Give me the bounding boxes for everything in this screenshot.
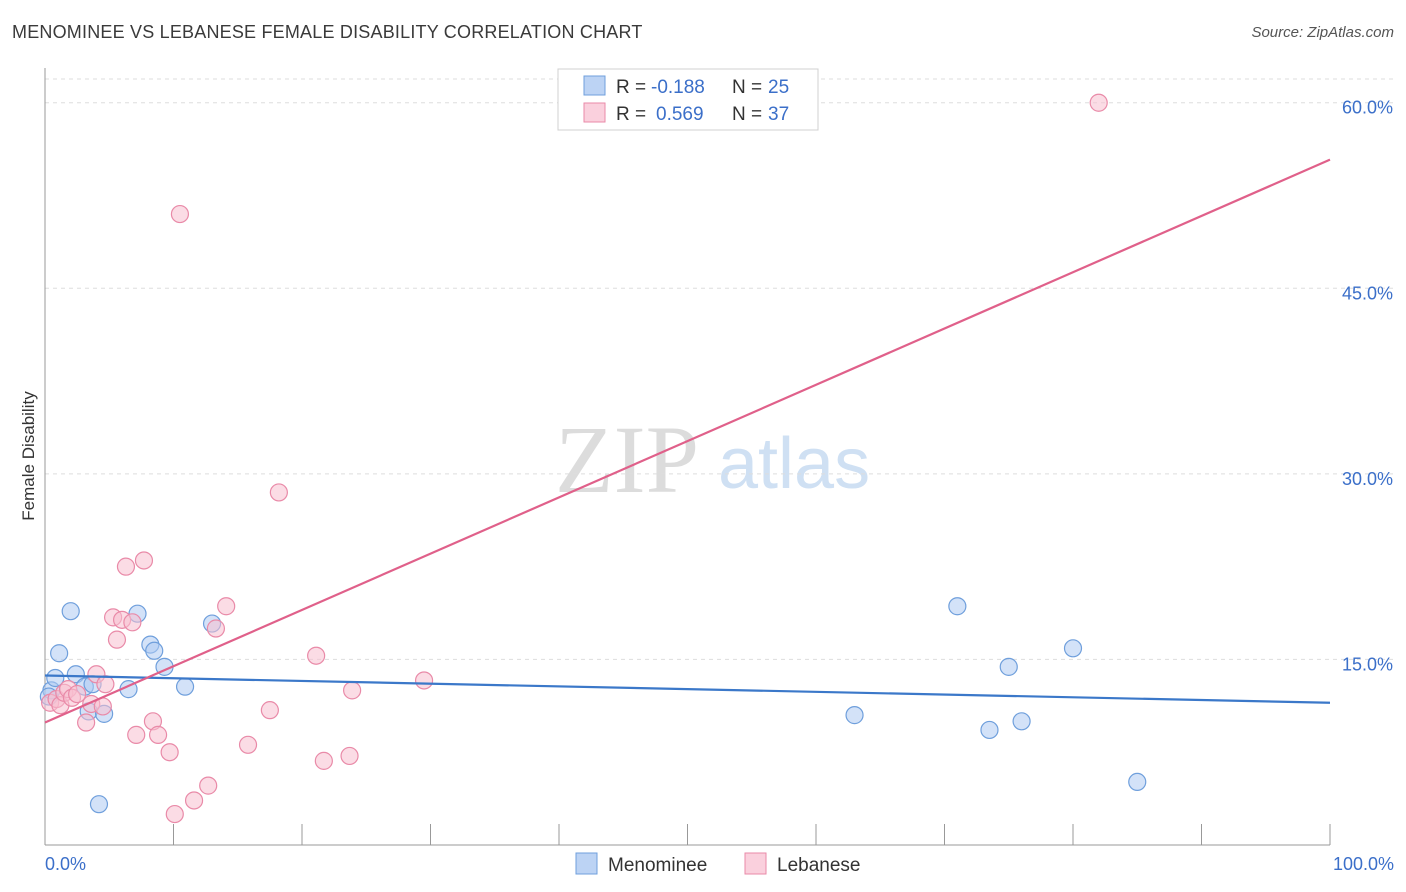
lebanese-point xyxy=(116,557,136,576)
lebanese-point xyxy=(206,619,226,638)
menominee-r-value: -0.188 xyxy=(651,77,705,98)
lebanese-point xyxy=(148,725,168,744)
menominee-point xyxy=(61,602,80,621)
lebanese-point xyxy=(199,776,218,795)
lebanese-n-label: N = xyxy=(732,104,762,125)
menominee-point xyxy=(145,641,164,660)
lebanese-point xyxy=(127,725,146,744)
lebanese-point xyxy=(184,791,204,810)
watermark: ZIP atlas xyxy=(555,406,870,513)
trend-lines xyxy=(44,158,1331,724)
menominee-point xyxy=(948,597,967,616)
lebanese-point xyxy=(160,743,179,762)
menominee-series-label: Menominee xyxy=(608,855,707,876)
x-ticks xyxy=(173,824,1331,845)
x-tick-label-min: 0.0% xyxy=(45,854,86,874)
menominee-point xyxy=(175,677,195,696)
menominee-n-value: 25 xyxy=(768,77,789,98)
menominee-point xyxy=(845,706,864,725)
stats-legend: R = -0.188 N = 25 R = 0.569 N = 37 xyxy=(557,68,819,131)
lebanese-trend-line xyxy=(44,158,1331,724)
lebanese-point xyxy=(68,684,87,704)
menominee-point xyxy=(1012,712,1031,731)
menominee-point xyxy=(1063,639,1083,658)
lebanese-point xyxy=(77,713,96,732)
lebanese-r-label: R = xyxy=(616,104,646,125)
lebanese-point xyxy=(123,613,142,632)
lebanese-point xyxy=(340,746,359,766)
lebanese-point xyxy=(217,597,236,616)
lebanese-point xyxy=(238,735,258,754)
menominee-point xyxy=(89,795,109,814)
menominee-point xyxy=(1128,772,1147,792)
series-legend: Menominee Lebanese xyxy=(575,852,860,876)
chart-title: MENOMINEE VS LEBANESE FEMALE DISABILITY … xyxy=(12,22,643,42)
menominee-series-swatch xyxy=(575,852,598,875)
watermark-atlas: atlas xyxy=(718,424,870,504)
y-tick-label: 15.0% xyxy=(1342,654,1393,674)
menominee-trend-line xyxy=(44,674,1331,704)
lebanese-point xyxy=(1089,93,1108,112)
lebanese-point xyxy=(96,675,115,694)
lebanese-n-value: 37 xyxy=(768,104,789,125)
lebanese-point xyxy=(170,204,190,224)
y-tick-label: 45.0% xyxy=(1342,283,1393,303)
lebanese-legend-swatch xyxy=(583,102,606,123)
menominee-n-label: N = xyxy=(732,77,762,98)
lebanese-point xyxy=(307,646,326,665)
grid-lines xyxy=(45,78,1394,660)
lebanese-point xyxy=(165,804,184,824)
menominee-point xyxy=(50,644,69,663)
y-axis-label: Female Disability xyxy=(19,391,38,521)
lebanese-series-label: Lebanese xyxy=(777,855,860,876)
y-tick-labels: 15.0% 30.0% 45.0% 60.0% xyxy=(1342,98,1393,675)
x-tick-label-max: 100.0% xyxy=(1333,854,1394,874)
lebanese-point xyxy=(269,483,288,502)
menominee-r-label: R = xyxy=(616,77,646,98)
watermark-zip: ZIP xyxy=(555,406,699,513)
lebanese-points xyxy=(41,93,1108,824)
lebanese-r-value: 0.569 xyxy=(656,104,704,125)
lebanese-point xyxy=(107,630,127,649)
lebanese-point xyxy=(343,681,362,700)
lebanese-series-swatch xyxy=(744,852,767,875)
lebanese-point xyxy=(260,701,279,720)
menominee-point xyxy=(980,720,999,740)
y-tick-label: 60.0% xyxy=(1342,98,1393,118)
y-tick-label: 30.0% xyxy=(1342,469,1393,489)
lebanese-point xyxy=(314,751,333,770)
menominee-point xyxy=(46,668,65,688)
menominee-legend-swatch xyxy=(583,75,606,96)
lebanese-point xyxy=(414,671,434,690)
menominee-point xyxy=(999,657,1018,676)
menominee-point xyxy=(66,665,85,684)
source-label: Source: ZipAtlas.com xyxy=(1251,24,1394,41)
lebanese-point xyxy=(134,551,154,570)
